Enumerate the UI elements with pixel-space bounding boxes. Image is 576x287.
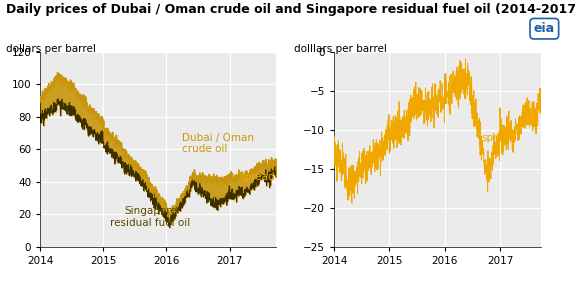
- Text: dollars per barrel: dollars per barrel: [6, 44, 96, 55]
- Text: eia: eia: [534, 22, 555, 35]
- Text: Daily prices of Dubai / Oman crude oil and Singapore residual fuel oil (2014-201: Daily prices of Dubai / Oman crude oil a…: [6, 3, 576, 16]
- Text: spread: spread: [482, 133, 517, 143]
- Text: dolllars per barrel: dolllars per barrel: [294, 44, 386, 55]
- Text: spread: spread: [240, 172, 275, 182]
- Text: Singapore
residual fuel oil: Singapore residual fuel oil: [111, 206, 191, 228]
- Text: Dubai / Oman
crude oil: Dubai / Oman crude oil: [182, 133, 254, 154]
